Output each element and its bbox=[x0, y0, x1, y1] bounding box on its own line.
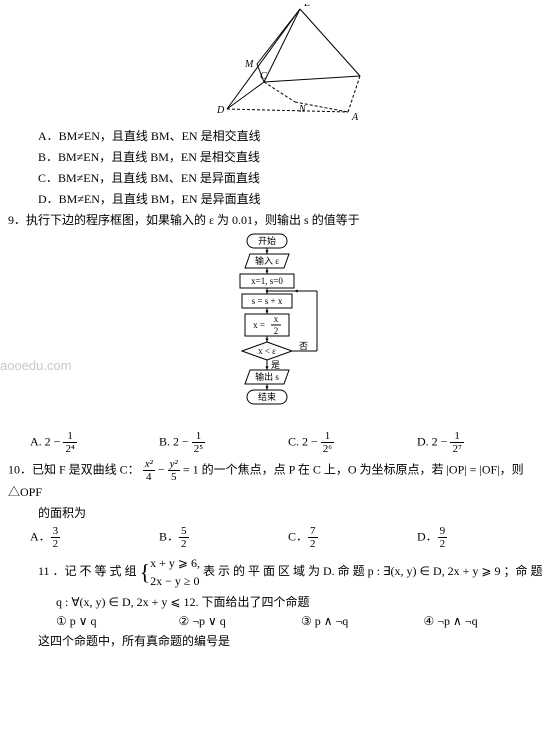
q9-opt-d: D. 2 − 12⁷ bbox=[417, 430, 546, 455]
svg-text:结束: 结束 bbox=[258, 391, 276, 402]
q11-p1: ① p ∨ q bbox=[56, 614, 179, 629]
q11-p2: ② ¬p ∨ q bbox=[179, 614, 302, 629]
svg-text:x =: x = bbox=[253, 320, 265, 330]
svg-text:C: C bbox=[260, 71, 267, 82]
svg-text:输出 s: 输出 s bbox=[255, 371, 279, 382]
svg-text:开始: 开始 bbox=[258, 235, 276, 246]
q8-opt-b: B．BM≠EN，且直线 BM，EN 是相交直线 bbox=[38, 148, 546, 166]
q9-stem: 9．执行下边的程序框图，如果输入的 ε 为 0.01，则输出 s 的值等于 bbox=[8, 211, 546, 229]
svg-text:N: N bbox=[298, 104, 307, 115]
svg-text:是: 是 bbox=[271, 360, 280, 370]
q11-tail: 这四个命题中，所有真命题的编号是 bbox=[38, 632, 546, 650]
q9-options: A. 2 − 12⁴ B. 2 − 12⁵ C. 2 − 12⁶ D. 2 − … bbox=[30, 430, 546, 455]
flowchart: 开始输入 ε x=1, s=0 s = s + x x = x 2 x < ε 否是输出 s 结… bbox=[212, 232, 342, 427]
svg-text:x=1, s=0: x=1, s=0 bbox=[251, 276, 283, 286]
svg-text:x < ε: x < ε bbox=[258, 346, 276, 356]
q8-opt-c: C．BM≠EN，且直线 BM、EN 是异面直线 bbox=[38, 169, 546, 187]
q10-cont: 的面积为 bbox=[38, 504, 546, 522]
q10-opt-a: A．32 bbox=[30, 525, 159, 550]
q10-opt-b: B．52 bbox=[159, 525, 288, 550]
svg-text:s = s + x: s = s + x bbox=[252, 296, 283, 306]
svg-text:M: M bbox=[244, 59, 254, 70]
q9-opt-b: B. 2 − 12⁵ bbox=[159, 430, 288, 455]
q11-props: ① p ∨ q ② ¬p ∨ q ③ p ∧ ¬q ④ ¬p ∧ ¬q bbox=[56, 614, 546, 629]
q10-stem: 10．已知 F 是双曲线 C： x²4 − y²5 = 1 的一个焦点，点 P … bbox=[8, 458, 546, 501]
q9-opt-c: C. 2 − 12⁶ bbox=[288, 430, 417, 455]
svg-text:2: 2 bbox=[274, 326, 279, 336]
watermark: aooedu.com bbox=[0, 358, 72, 373]
q10-options: A．32 B．52 C．72 D．92 bbox=[30, 525, 546, 550]
svg-text:否: 否 bbox=[299, 341, 308, 351]
q10-opt-c: C．72 bbox=[288, 525, 417, 550]
q9-opt-a: A. 2 − 12⁴ bbox=[30, 430, 159, 455]
q11-stem: 11 ．记 不 等 式 组 {x + y ⩾ 6,2x − y ≥ 0 表 示 … bbox=[38, 554, 546, 590]
q8-opt-a: A．BM≠EN，且直线 BM、EN 是相交直线 bbox=[38, 127, 546, 145]
q11-cont: q : ∀(x, y) ∈ D, 2x + y ⩽ 12. 下面给出了四个命题 bbox=[56, 593, 546, 611]
svg-text:E: E bbox=[303, 4, 310, 9]
q11-p4: ④ ¬p ∧ ¬q bbox=[424, 614, 547, 629]
svg-text:A: A bbox=[351, 112, 359, 123]
svg-text:x: x bbox=[274, 314, 279, 324]
svg-text:输入 ε: 输入 ε bbox=[255, 255, 279, 266]
geometry-figure: EMCBDNA bbox=[192, 4, 362, 124]
q8-opt-d: D．BM≠EN，且直线 BM，EN 是异面直线 bbox=[38, 190, 546, 208]
q11-p3: ③ p ∧ ¬q bbox=[301, 614, 424, 629]
q10-opt-d: D．92 bbox=[417, 525, 546, 550]
svg-text:D: D bbox=[216, 105, 225, 116]
